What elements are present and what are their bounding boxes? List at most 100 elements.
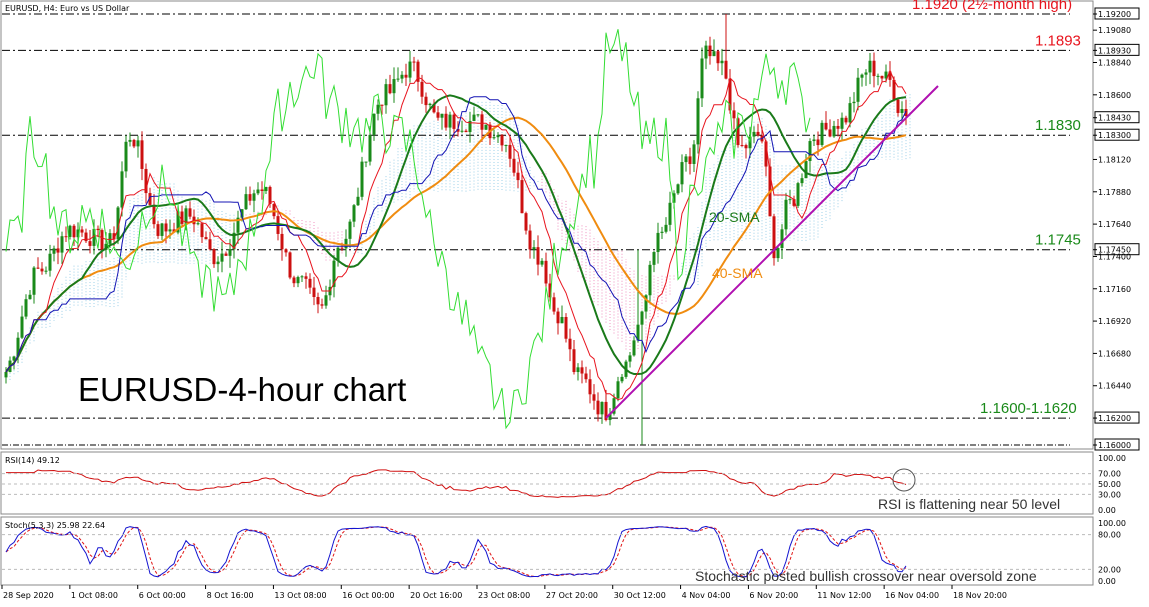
candle-body <box>64 236 68 238</box>
candle-body <box>16 337 20 357</box>
level-label: 1.1920 (2½-month high) <box>912 0 1072 13</box>
price-tick-label: 1.17450 <box>1098 246 1131 255</box>
candle-body <box>76 229 80 238</box>
candle-body <box>648 264 652 296</box>
candle-body <box>356 196 360 206</box>
candle-body <box>516 172 520 181</box>
level-label: 1.1600-1.1620 <box>980 400 1077 417</box>
time-label: 6 Oct 00:00 <box>139 591 186 600</box>
candle-body <box>788 199 792 201</box>
candle-body <box>344 238 348 249</box>
candle-body <box>900 109 904 113</box>
candle-body <box>876 75 880 77</box>
candle-body <box>452 114 456 129</box>
sma40-label: 40-SMA <box>712 265 763 281</box>
time-label: 28 Sep 2020 <box>3 591 54 600</box>
candle-body <box>500 135 504 146</box>
candle-body <box>540 260 544 265</box>
candle-body <box>412 61 416 63</box>
candle-body <box>828 129 832 137</box>
candle-body <box>612 398 616 414</box>
candle-body <box>804 161 808 179</box>
candle-body <box>220 253 224 262</box>
candle-body <box>784 199 788 230</box>
candle-body <box>764 141 768 167</box>
candle-body <box>280 233 284 250</box>
price-tick-label: 1.16920 <box>1098 317 1131 326</box>
chart-title: EURUSD-4-hour chart <box>78 371 406 408</box>
candle-body <box>240 209 244 218</box>
candle-body <box>304 276 308 279</box>
time-label: 6 Nov 20:00 <box>749 591 798 600</box>
candle-body <box>196 223 200 225</box>
candle-body <box>520 180 524 214</box>
time-label: 4 Nov 04:00 <box>682 591 731 600</box>
indicator-lines <box>5 29 907 430</box>
candle-body <box>536 247 540 265</box>
candle-body <box>348 221 352 239</box>
stoch-note: Stochastic posted bullish crossover near… <box>695 568 1037 584</box>
candle-body <box>360 161 364 197</box>
axes: 1.19200 1.19080 1.18930 1.18840 1.18600 1.184… <box>1 7 1140 600</box>
candle-body <box>852 101 856 104</box>
candle-body <box>32 267 36 295</box>
rsi-panel-label: RSI(14) 49.12 <box>5 456 60 465</box>
time-label: 8 Oct 16:00 <box>207 591 254 600</box>
candle-body <box>780 229 784 249</box>
candle-body <box>672 193 676 203</box>
price-tick-label: 1.17640 <box>1098 220 1131 229</box>
candle-body <box>740 145 744 147</box>
candle-body <box>868 60 872 73</box>
candle-body <box>232 232 236 250</box>
candle-body <box>408 61 412 78</box>
price-tick-label: 1.19080 <box>1098 26 1131 35</box>
candle-body <box>48 253 52 271</box>
candle-body <box>380 104 384 106</box>
candle-body <box>572 349 576 373</box>
candle-body <box>492 137 496 139</box>
candle-body <box>896 99 900 113</box>
candle-body <box>384 84 388 106</box>
candle-body <box>836 125 840 129</box>
candle-body <box>244 194 248 210</box>
stoch-plot <box>5 525 907 578</box>
candle-body <box>616 381 620 399</box>
candle-body <box>820 122 824 146</box>
trendline <box>605 85 939 419</box>
candle-body <box>728 78 732 111</box>
candle-body <box>832 125 836 137</box>
candle-body <box>132 139 136 147</box>
candle-body <box>636 324 640 341</box>
candle-body <box>84 232 88 242</box>
rsi-note: RSI is flattening near 50 level <box>878 496 1060 512</box>
stoch-k-line <box>5 525 907 578</box>
candle-body <box>744 145 748 149</box>
candle-body <box>56 248 60 253</box>
price-tick-label: 1.17160 <box>1098 285 1131 294</box>
candle-body <box>200 223 204 238</box>
candle-body <box>688 156 692 164</box>
price-tick-label: 1.18930 <box>1098 46 1131 55</box>
time-label: 16 Oct 00:00 <box>342 591 394 600</box>
rsi-tick-label: 70.00 <box>1098 470 1121 479</box>
candle-body <box>712 51 716 57</box>
candle-body <box>552 297 556 312</box>
time-label: 30 Oct 12:00 <box>614 591 666 600</box>
candle-body <box>372 113 376 135</box>
candle-body <box>68 225 72 237</box>
tenkan-line <box>5 68 907 401</box>
candle-body <box>596 400 600 415</box>
candle-body <box>160 223 164 236</box>
level-label: 1.1893 <box>1035 32 1081 49</box>
stoch-tick-label: 20.00 <box>1098 565 1121 574</box>
candle-body <box>216 261 220 265</box>
time-label: 27 Oct 20:00 <box>546 591 598 600</box>
candle-body <box>144 168 148 194</box>
candle-body <box>364 161 368 163</box>
candle-body <box>480 114 484 130</box>
price-tick-label: 1.18120 <box>1098 155 1131 164</box>
candle-body <box>80 229 84 233</box>
candle-body <box>368 134 372 162</box>
candle-body <box>272 203 276 217</box>
